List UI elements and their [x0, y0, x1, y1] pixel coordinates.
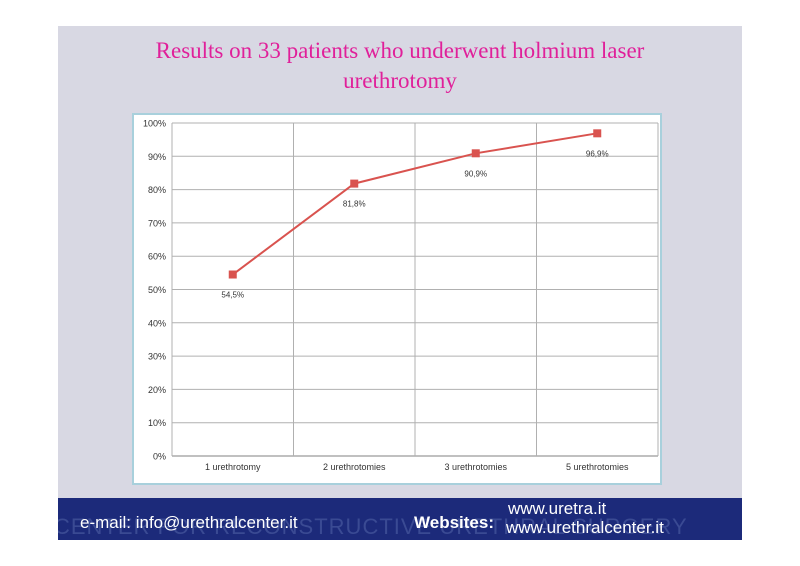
- y-tick-label: 20%: [148, 385, 166, 395]
- y-tick-label: 60%: [148, 252, 166, 262]
- slide-title: Results on 33 patients who underwent hol…: [58, 36, 742, 96]
- series-line: [232, 132, 598, 276]
- data-point-marker: [471, 149, 480, 158]
- y-tick-label: 80%: [148, 185, 166, 195]
- y-tick-label: 70%: [148, 218, 166, 228]
- data-point-marker: [593, 129, 602, 138]
- x-tick-label: 2 urethrotomies: [323, 462, 386, 472]
- data-point-marker: [350, 179, 359, 188]
- data-label: 81,8%: [343, 200, 366, 209]
- x-tick-label: 1 urethrotomy: [205, 462, 261, 472]
- slide: Results on 33 patients who underwent hol…: [58, 26, 742, 540]
- footer-website-uretra: www.uretra.it: [508, 499, 607, 518]
- slide-title-line-2: urethrotomy: [343, 68, 457, 93]
- y-tick-label: 90%: [148, 152, 166, 162]
- footer-email: e-mail: info@urethralcenter.it: [80, 513, 298, 532]
- line-chart: 0% 10% 20% 30% 40% 50% 60% 70% 80% 90% 100% 1 ureth…: [132, 113, 662, 485]
- y-tick-label: 30%: [148, 352, 166, 362]
- data-label: 96,9%: [586, 149, 609, 158]
- y-tick-label: 40%: [148, 318, 166, 328]
- x-tick-label: 5 urethrotomies: [566, 462, 629, 472]
- y-tick-label: 10%: [148, 418, 166, 428]
- footer-websites-label: Websites:: [414, 513, 494, 532]
- footer-bar: CENTER FOR RECONSTRUCTIVE URETHRAL SURGE…: [58, 498, 742, 540]
- footer-website-urethralcenter: www.urethralcenter.it: [506, 518, 664, 537]
- data-label: 54,5%: [221, 291, 244, 300]
- y-tick-label: 50%: [148, 285, 166, 295]
- x-tick-label: 3 urethrotomies: [444, 462, 507, 472]
- data-label: 90,9%: [464, 169, 487, 178]
- data-point-marker: [228, 270, 237, 279]
- y-tick-label: 100%: [143, 119, 166, 129]
- chart-frame: [132, 113, 662, 485]
- slide-title-line-1: Results on 33 patients who underwent hol…: [155, 38, 645, 63]
- footer-watermark: CENTER FOR RECONSTRUCTIVE URETHRAL SURGE…: [58, 514, 688, 539]
- y-tick-label: 0%: [153, 452, 166, 462]
